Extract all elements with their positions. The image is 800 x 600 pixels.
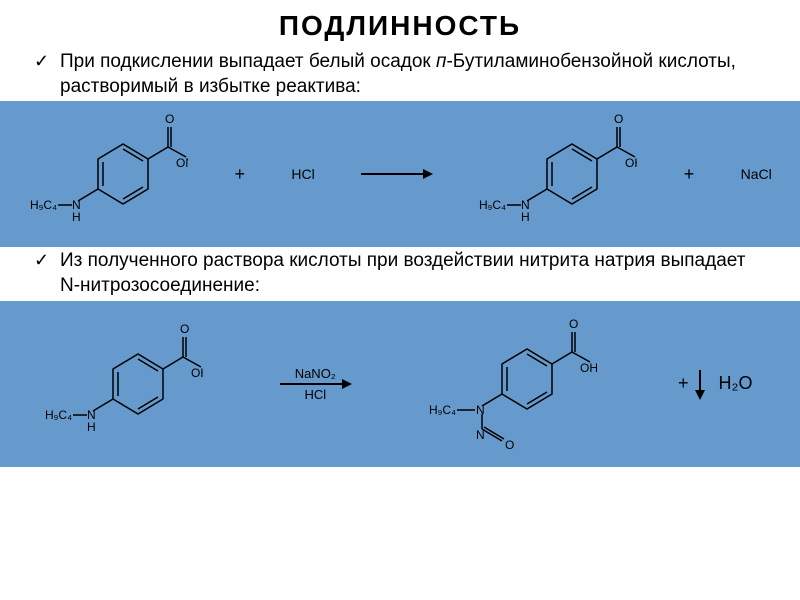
bullet-1-italic: п <box>436 51 446 72</box>
svg-text:H: H <box>87 420 96 434</box>
reaction-arrow-1 <box>361 173 431 175</box>
molecule-3: O OH N H H₉C₄ <box>43 314 203 454</box>
svg-text:O: O <box>505 438 514 452</box>
molecule-4: O OH N H₉C₄ N O <box>427 309 597 459</box>
product-nacl: NaCl <box>741 166 772 182</box>
bullet-2-text: Из полученного раствора кислоты при возд… <box>60 250 745 296</box>
svg-text:O: O <box>614 112 623 126</box>
water-label: H₂O <box>719 373 753 394</box>
svg-text:O: O <box>569 317 578 331</box>
svg-text:H: H <box>521 210 530 224</box>
plus-1: + <box>235 164 246 185</box>
svg-text:H: H <box>72 210 81 224</box>
svg-text:N: N <box>476 403 485 417</box>
reagent-hcl: HCl <box>291 166 314 182</box>
svg-text:OH: OH <box>625 156 637 170</box>
reaction-row-1: O ONa N H H₉C₄ + HCl <box>10 109 790 239</box>
bullet-2: Из полученного раствора кислоты при возд… <box>0 247 800 300</box>
svg-text:H₉C₄: H₉C₄ <box>30 198 57 212</box>
plus-2: + <box>684 164 695 185</box>
svg-text:N: N <box>476 428 485 442</box>
svg-text:O: O <box>165 112 174 126</box>
bullet-1-pre: При подкислении выпадает белый осадок <box>60 51 436 72</box>
precipitate-arrow-icon <box>699 370 701 398</box>
reaction-band-1: O ONa N H H₉C₄ + HCl <box>0 101 800 247</box>
svg-text:O: O <box>180 322 189 336</box>
molecule-2: O OH N H H₉C₄ <box>477 109 637 239</box>
arrow-top-label: NaNO₂ <box>295 366 336 381</box>
svg-text:H₉C₄: H₉C₄ <box>479 198 506 212</box>
byproduct-group: + H₂O <box>674 370 757 398</box>
svg-text:ONa: ONa <box>176 156 188 170</box>
molecule-1: O ONa N H H₉C₄ <box>28 109 188 239</box>
reaction-row-2: O OH N H H₉C₄ NaNO₂ HCl <box>10 309 790 459</box>
arrow-bot-label: HCl <box>304 387 326 402</box>
svg-text:OH: OH <box>191 366 203 380</box>
reaction-band-2: O OH N H H₉C₄ NaNO₂ HCl <box>0 301 800 467</box>
bullet-1: При подкислении выпадает белый осадок п-… <box>0 48 800 101</box>
svg-text:OH: OH <box>580 361 597 375</box>
svg-text:H₉C₄: H₉C₄ <box>45 408 72 422</box>
reaction-arrow-2: NaNO₂ HCl <box>280 366 350 402</box>
slide-title: ПОДЛИННОСТЬ <box>0 0 800 48</box>
plus-3: + <box>678 373 689 394</box>
svg-text:H₉C₄: H₉C₄ <box>429 403 456 417</box>
